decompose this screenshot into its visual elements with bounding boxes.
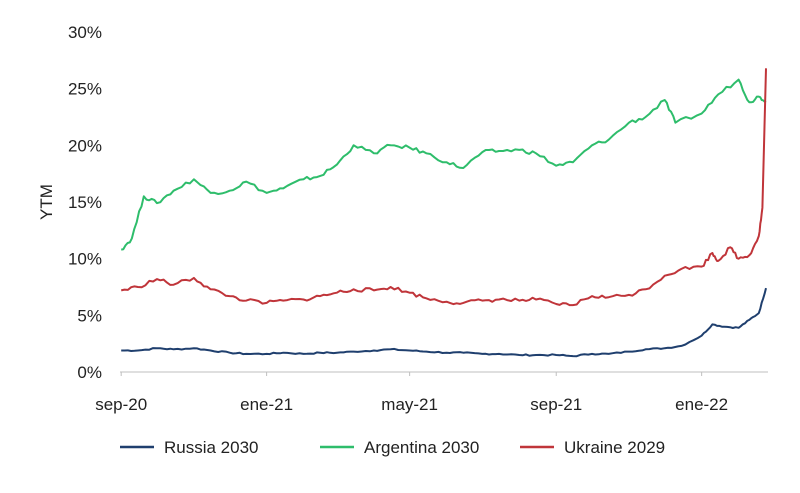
y-tick-label: 0%	[77, 363, 102, 382]
x-tick-label: sep-21	[530, 395, 582, 414]
series-line	[121, 78, 767, 251]
y-tick-label: 25%	[68, 80, 102, 99]
y-tick-label: 30%	[68, 23, 102, 42]
y-axis-ticks: 0% 5% 10% 15% 20% 25% 30%	[68, 23, 102, 382]
x-axis-ticks: sep-20 ene-21 may-21 sep-21 ene-22	[95, 372, 728, 414]
legend-label: Ukraine 2029	[564, 438, 665, 457]
legend: Russia 2030 Argentina 2030 Ukraine 2029	[120, 438, 665, 457]
legend-label: Argentina 2030	[364, 438, 479, 457]
series-line	[121, 287, 767, 358]
y-tick-label: 15%	[68, 193, 102, 212]
x-tick-label: sep-20	[95, 395, 147, 414]
legend-label: Russia 2030	[164, 438, 259, 457]
y-tick-label: 10%	[68, 250, 102, 269]
y-tick-label: 20%	[68, 136, 102, 155]
x-tick-label: ene-22	[675, 395, 728, 414]
y-axis-title: YTM	[37, 184, 56, 220]
x-tick-label: may-21	[381, 395, 438, 414]
y-tick-label: 5%	[77, 306, 102, 325]
series-line	[120, 68, 767, 307]
x-tick-label: ene-21	[240, 395, 293, 414]
series-lines	[120, 68, 767, 358]
